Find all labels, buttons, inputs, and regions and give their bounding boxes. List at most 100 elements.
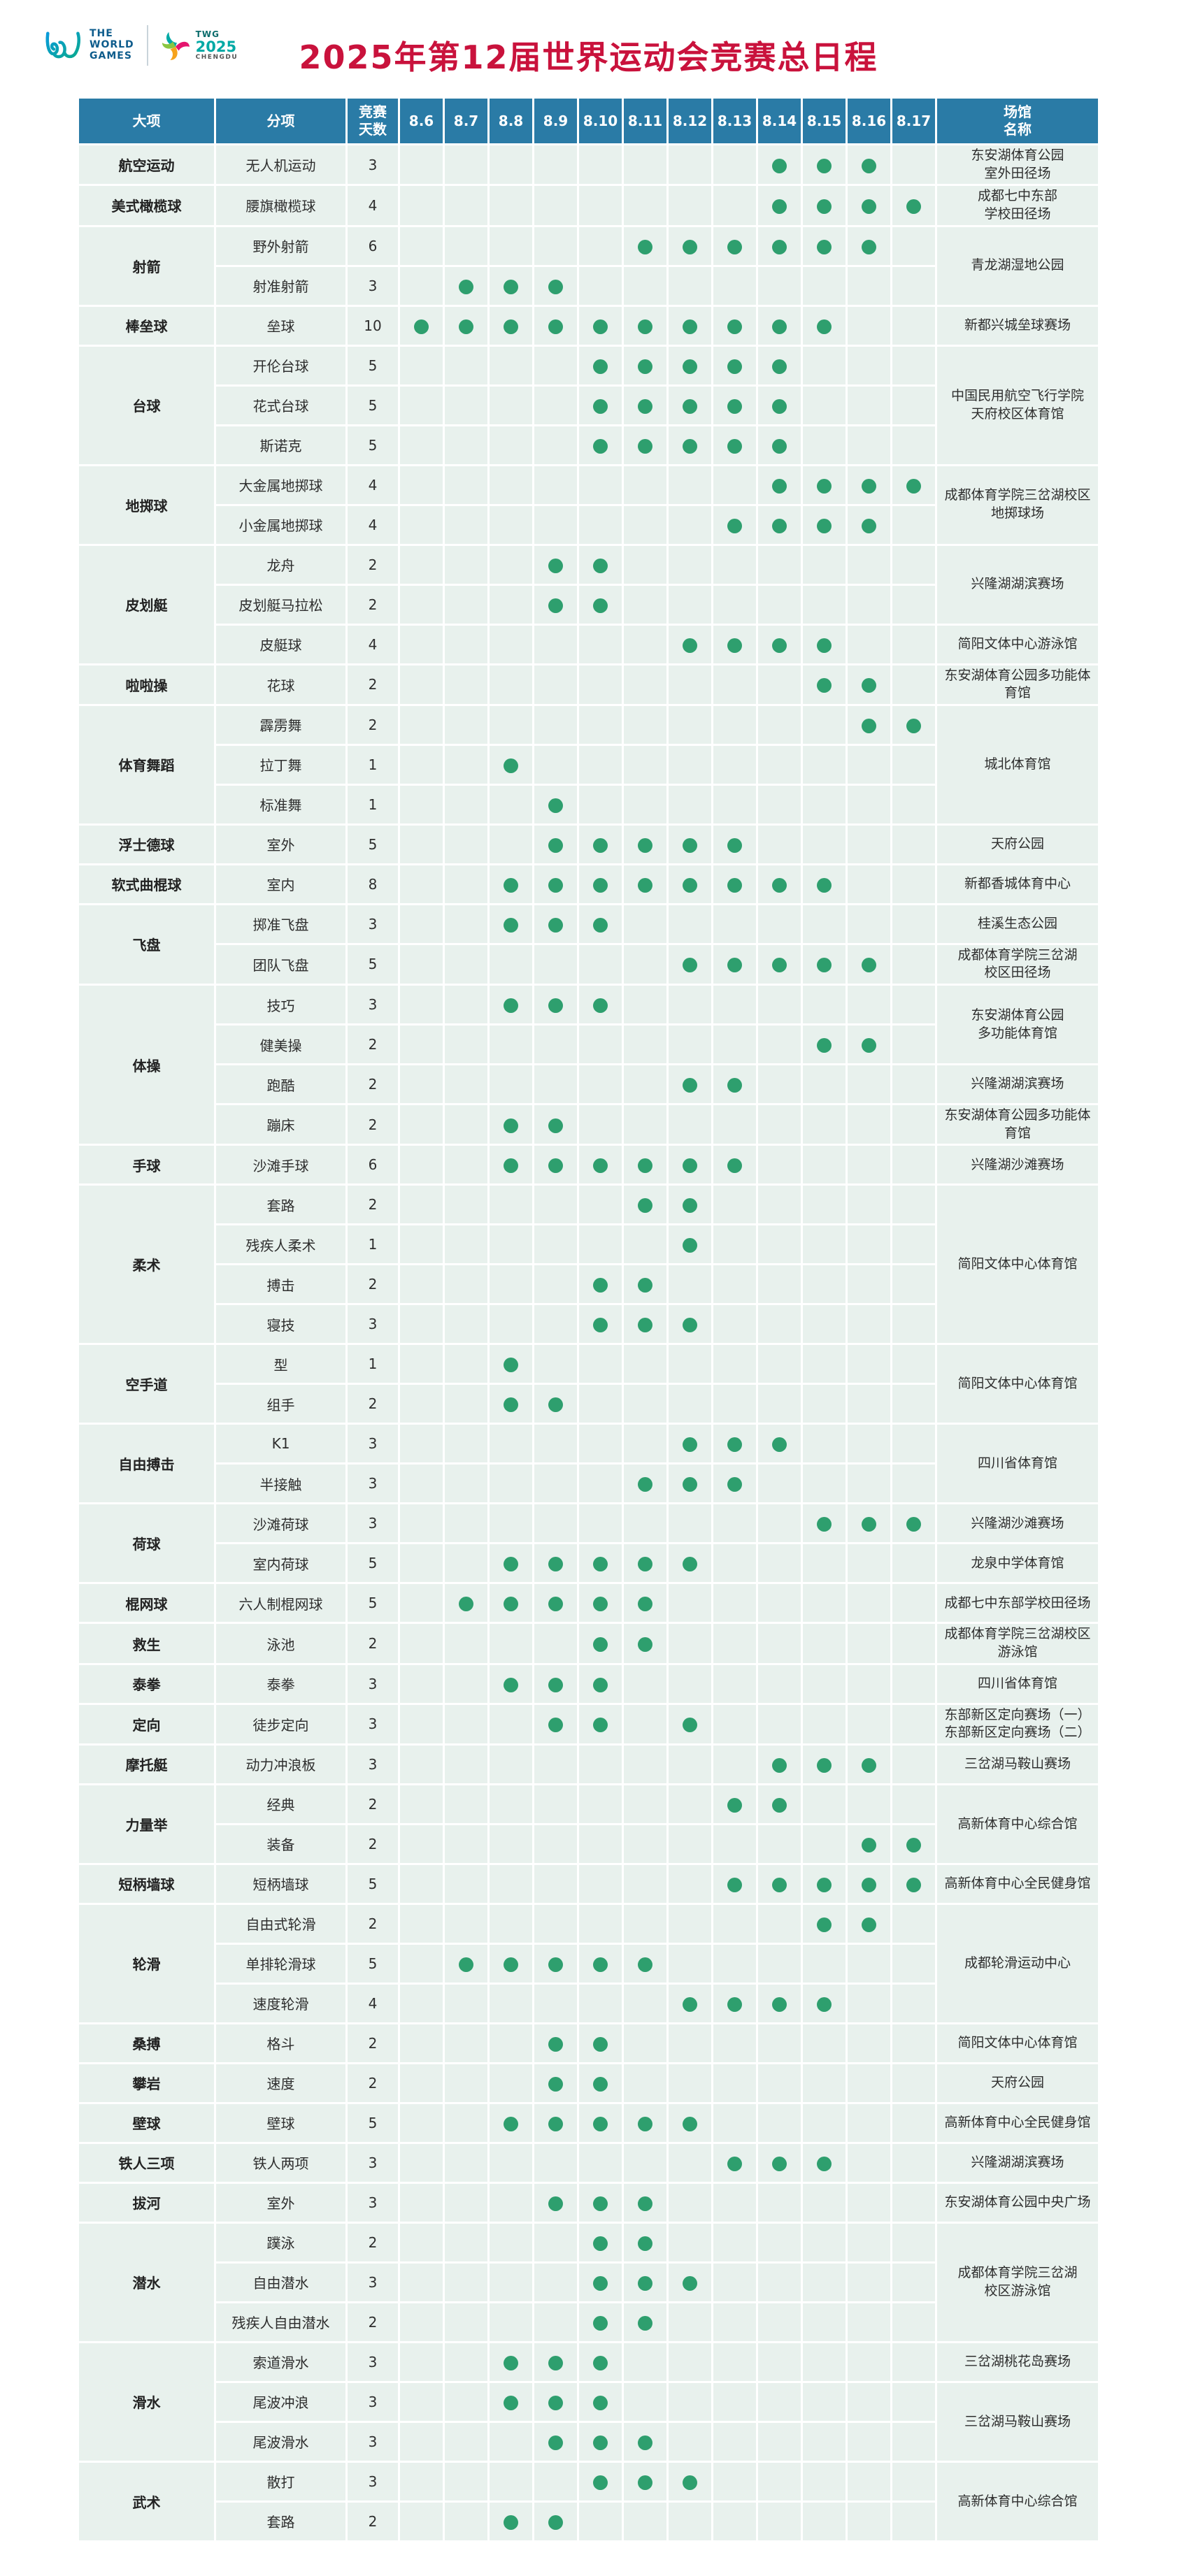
event-dot xyxy=(638,1637,652,1653)
date-cell xyxy=(624,1504,666,1543)
date-cell xyxy=(579,1984,622,2022)
date-cell xyxy=(624,2382,666,2421)
date-cell xyxy=(624,2103,666,2142)
venue-cell: 成都体育学院三岔湖校区游泳馆 xyxy=(937,2223,1098,2341)
date-cell xyxy=(490,944,532,984)
venue-line: 三岔湖马鞍山赛场 xyxy=(964,2413,1071,2429)
date-cell xyxy=(445,1745,487,1783)
page-header: THE WORLD GAMES TWG 2025 CHENGDU xyxy=(45,18,1100,92)
days-cell: 2 xyxy=(348,1065,398,1104)
event-dot xyxy=(593,438,608,454)
date-cell xyxy=(579,306,622,345)
date-cell xyxy=(892,1624,935,1663)
event-dot xyxy=(504,877,518,893)
date-cell xyxy=(400,505,443,544)
date-cell xyxy=(803,1664,846,1703)
venue-line: 兴隆湖沙滩赛场 xyxy=(971,1156,1064,1172)
date-cell xyxy=(848,1504,890,1543)
date-cell xyxy=(669,426,711,464)
date-cell xyxy=(892,1864,935,1903)
event-dot xyxy=(638,319,652,334)
date-cell xyxy=(579,2103,622,2142)
col-header-date: 8.15 xyxy=(803,99,846,143)
date-cell xyxy=(534,1225,577,1264)
date-cell xyxy=(490,1065,532,1104)
event-dot xyxy=(638,398,652,414)
event-dot xyxy=(772,158,787,173)
date-cell xyxy=(445,1664,487,1703)
date-cell xyxy=(892,1785,935,1823)
date-cell xyxy=(534,2502,577,2540)
days-cell: 4 xyxy=(348,505,398,544)
discipline-cell: 沙滩荷球 xyxy=(216,1504,345,1543)
date-cell xyxy=(669,2263,711,2301)
date-cell xyxy=(803,2303,846,2341)
event-dot xyxy=(593,2275,608,2291)
date-cell xyxy=(400,386,443,424)
date-cell xyxy=(848,1624,890,1663)
discipline-cell: 跑酷 xyxy=(216,1065,345,1104)
date-cell xyxy=(490,625,532,663)
date-cell xyxy=(803,2024,846,2062)
date-cell xyxy=(579,1745,622,1783)
days-cell: 5 xyxy=(348,386,398,424)
event-dot xyxy=(862,1877,876,1892)
date-cell xyxy=(579,145,622,185)
date-cell xyxy=(803,2263,846,2301)
col-header-date: 8.11 xyxy=(624,99,666,143)
date-cell xyxy=(848,2382,890,2421)
date-cell xyxy=(758,145,801,185)
date-cell xyxy=(534,1146,577,1184)
discipline-cell: 花式台球 xyxy=(216,386,345,424)
date-cell xyxy=(624,1305,666,1344)
date-cell xyxy=(445,1186,487,1224)
date-cell xyxy=(892,2462,935,2501)
date-cell xyxy=(445,2143,487,2182)
venue-line: 校区游泳馆 xyxy=(984,2282,1051,2298)
date-cell xyxy=(534,986,577,1024)
event-dot xyxy=(504,998,518,1014)
days-cell: 2 xyxy=(348,2502,398,2540)
col-header-date: 8.12 xyxy=(669,99,711,143)
event-dot xyxy=(593,319,608,334)
date-cell xyxy=(624,1186,666,1224)
date-cell xyxy=(758,226,801,265)
date-cell xyxy=(669,2462,711,2501)
date-cell xyxy=(445,226,487,265)
date-cell xyxy=(624,1146,666,1184)
date-cell xyxy=(892,1385,935,1423)
date-cell xyxy=(713,226,756,265)
date-cell xyxy=(579,2382,622,2421)
date-cell xyxy=(758,2183,801,2222)
venue-line: 高新体育中心全民健身馆 xyxy=(944,1876,1091,1892)
venue-cell: 东安湖体育公园多功能体育馆 xyxy=(937,1105,1098,1144)
event-dot xyxy=(683,837,697,853)
date-cell xyxy=(400,1465,443,1503)
date-cell xyxy=(490,2303,532,2341)
venue-line: 天府校区体育馆 xyxy=(971,405,1064,422)
col-header-venue-label: 场馆 xyxy=(1004,103,1032,120)
date-cell xyxy=(445,346,487,384)
date-cell xyxy=(848,505,890,544)
date-cell xyxy=(490,1385,532,1423)
date-cell xyxy=(713,1465,756,1503)
event-dot xyxy=(727,877,742,893)
date-cell xyxy=(669,1785,711,1823)
date-cell xyxy=(400,2343,443,2381)
event-dot xyxy=(548,1957,563,1972)
date-cell xyxy=(490,1904,532,1943)
date-cell xyxy=(803,266,846,305)
date-cell xyxy=(669,2024,711,2062)
date-cell xyxy=(713,1544,756,1583)
date-cell xyxy=(579,226,622,265)
table-row: 荷球 沙滩荷球 3 兴隆湖沙滩赛场 xyxy=(79,1504,1098,1583)
event-dot xyxy=(862,518,876,533)
col-header-date-label: 8.8 xyxy=(498,112,524,129)
event-dot xyxy=(548,598,563,613)
event-dot xyxy=(548,837,563,853)
date-cell xyxy=(534,2183,577,2222)
table-row: 柔术 套路 2 简阳文体中心体育馆 xyxy=(79,1186,1098,1344)
date-cell xyxy=(445,1704,487,1743)
date-cell xyxy=(579,1664,622,1703)
venue-cell: 兴隆湖湖滨赛场 xyxy=(937,1065,1098,1104)
